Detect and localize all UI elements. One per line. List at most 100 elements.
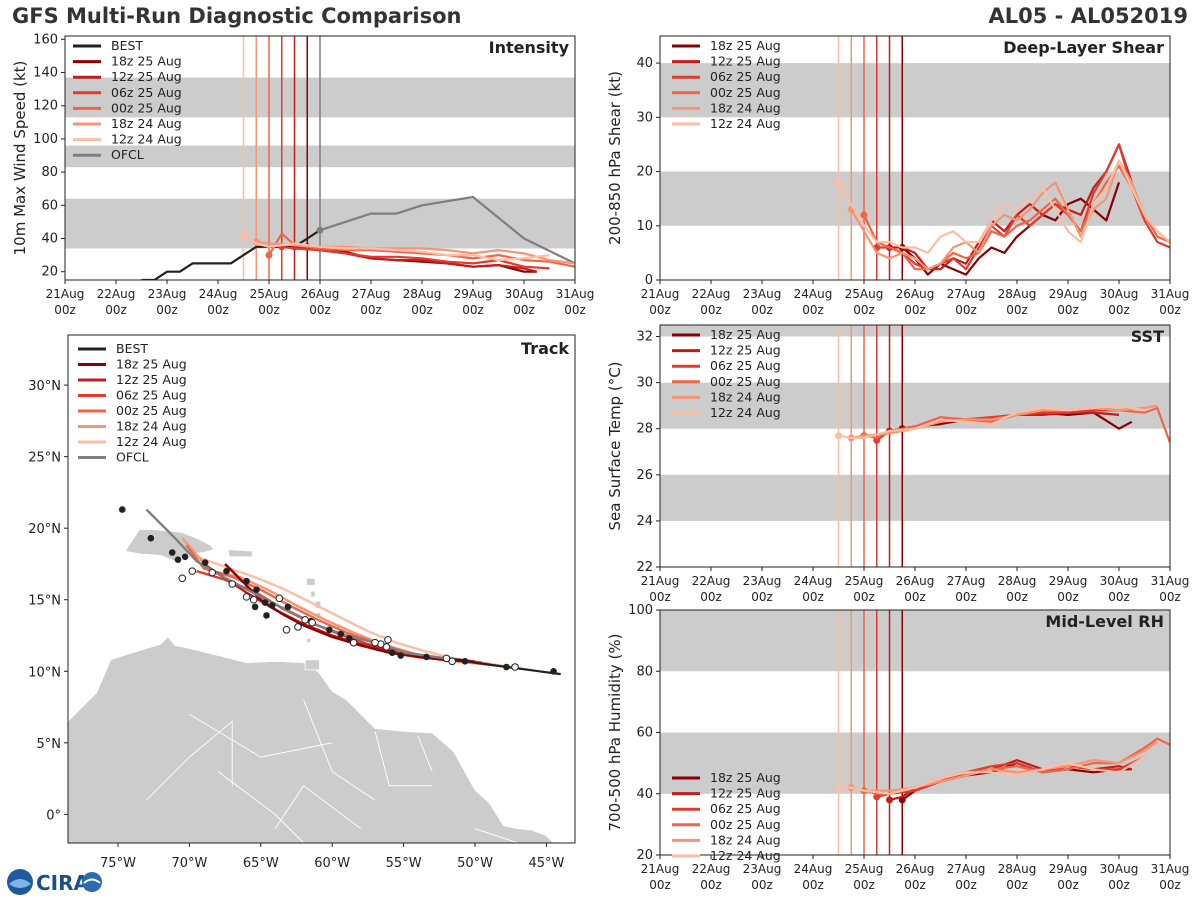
intensity-series-18z-24-aug (256, 240, 575, 265)
shear-xtick-day-4: 25Aug (845, 287, 884, 301)
track-marker-filled-15 (223, 567, 230, 575)
track-marker-open-18 (384, 636, 392, 644)
intensity-title: Intensity (489, 38, 570, 57)
track-xtick-label-4: 55°W (386, 856, 422, 871)
sst-ytick-label-4: 30 (636, 376, 653, 391)
intensity-ytick-label-6: 140 (33, 66, 58, 81)
rh-title: Mid-Level RH (1045, 612, 1164, 631)
intensity-ylabel: 10m Max Wind Speed (kt) (11, 61, 29, 256)
rh-xtick-day-1: 22Aug (692, 862, 731, 876)
track-marker-filled-21 (118, 506, 126, 513)
shear-xtick-hour-3: 00z (802, 303, 824, 317)
shear-xtick-hour-2: 00z (751, 303, 773, 317)
shear-band-0 (660, 171, 1170, 226)
intensity-ytick-label-3: 80 (41, 165, 58, 180)
sst-ytick-label-1: 24 (636, 514, 653, 529)
shear-xtick-day-3: 24Aug (794, 287, 833, 301)
main-title: GFS Multi-Run Diagnostic Comparison (12, 4, 462, 28)
shear-series-00z-25-aug (863, 165, 1170, 271)
sst-xtick-day-8: 29Aug (1049, 574, 1088, 588)
shear-init-point-3 (860, 211, 868, 219)
track-series-ofcl (145, 508, 447, 660)
track-marker-filled-11 (268, 602, 276, 609)
sst-chart: 21Aug 00z 22Aug 00z 23Aug 00z 24Aug 00z 25Aug 00z… (606, 324, 1190, 604)
intensity-xtick-day-2: 23Aug (148, 287, 187, 301)
land-border-1 (189, 713, 333, 758)
track-xtick-label-2: 65°W (243, 856, 279, 871)
rh-xtick-hour-8: 00z (1057, 878, 1079, 892)
sst-xtick-hour-3: 00z (802, 590, 824, 604)
sst-legend-label-3: 00z 25 Aug (710, 374, 781, 389)
track-marker-filled-18 (174, 556, 182, 563)
rh-xtick-day-9: 30Aug (1100, 862, 1139, 876)
storm-id: AL05 - AL052019 (988, 4, 1189, 28)
rh-xtick-day-5: 26Aug (896, 862, 935, 876)
track-marker-open-6 (308, 618, 317, 627)
sst-xtick-hour-1: 00z (700, 590, 722, 604)
sst-band-0 (660, 474, 1170, 521)
rh-init-point-1 (886, 796, 893, 804)
track-legend-label-1: 18z 25 Aug (116, 357, 187, 372)
sst-xtick-hour-5: 00z (904, 590, 926, 604)
intensity-xtick-day-9: 30Aug (505, 287, 544, 301)
land-border-7 (474, 828, 519, 843)
rh-xtick-hour-0: 00z (649, 878, 671, 892)
rh-xtick-day-2: 23Aug (743, 862, 782, 876)
shear-xtick-hour-4: 00z (853, 303, 875, 317)
intensity-ofcl-point (316, 226, 324, 234)
track-marker-filled-16 (201, 559, 209, 566)
sst-plot-group (660, 325, 1170, 567)
shear-ytick-label-2: 20 (636, 165, 653, 180)
intensity-xtick-hour-6: 00z (360, 303, 382, 317)
track-legend-label-4: 00z 25 Aug (116, 403, 187, 418)
rh-ylabel: 700-500 hPa Humidity (%) (606, 633, 624, 831)
rh-init-point-2 (873, 793, 881, 801)
shear-chart: 21Aug 00z 22Aug 00z 23Aug 00z 24Aug 00z 25Aug 00z… (606, 35, 1190, 317)
shear-title: Deep-Layer Shear (1003, 38, 1164, 57)
intensity-init-point-5 (265, 251, 273, 259)
intensity-legend-label-4: 00z 25 Aug (111, 100, 182, 115)
rh-series-12z-24-aug (838, 756, 1146, 795)
intensity-xtick-hour-5: 00z (309, 303, 331, 317)
land-guadeloupe (306, 577, 316, 586)
track-frame (67, 334, 576, 844)
track-marker-open-7 (301, 615, 309, 624)
track-marker-open-15 (188, 567, 197, 575)
rh-series-18z-24-aug (851, 740, 1158, 792)
land-border-4 (417, 735, 433, 772)
track-title: Track (521, 339, 569, 358)
track-marker-open-0 (511, 663, 519, 671)
intensity-xtick-day-3: 24Aug (199, 287, 238, 301)
land-south-america (68, 636, 575, 843)
logo-text: CIRA (36, 871, 90, 895)
intensity-xtick-day-0: 21Aug (46, 287, 85, 301)
shear-plot-group (660, 36, 1170, 280)
track-ytick-label-1: 5°N (37, 737, 62, 752)
sst-xtick-day-4: 25Aug (845, 574, 884, 588)
intensity-init-point-7 (240, 231, 247, 239)
shear-xtick-day-10: 31Aug (1151, 287, 1190, 301)
rh-xtick-hour-3: 00z (802, 878, 824, 892)
shear-xtick-hour-5: 00z (904, 303, 926, 317)
intensity-series-06z-25-aug (281, 245, 550, 270)
sst-xtick-day-0: 21Aug (641, 574, 680, 588)
track-marker-filled-10 (284, 603, 292, 611)
track-legend-label-6: 12z 24 Aug (116, 434, 187, 449)
land-puerto-rico (227, 549, 253, 558)
shear-legend-label-2: 06z 25 Aug (710, 69, 781, 84)
track-legend-label-7: OFCL (116, 450, 149, 465)
shear-legend-label-1: 12z 25 Aug (710, 54, 781, 69)
intensity-legend-label-6: 12z 24 Aug (111, 132, 182, 147)
sst-xtick-day-10: 31Aug (1151, 574, 1190, 588)
track-marker-filled-20 (147, 534, 155, 542)
sst-xtick-day-1: 22Aug (692, 574, 731, 588)
intensity-xtick-day-6: 27Aug (352, 287, 391, 301)
rh-xtick-hour-10: 00z (1159, 878, 1181, 892)
shear-xtick-day-0: 21Aug (641, 287, 680, 301)
shear-xtick-hour-8: 00z (1057, 303, 1079, 317)
track-marker-filled-19 (168, 549, 176, 556)
intensity-xtick-hour-1: 00z (105, 303, 127, 317)
intensity-series-ofcl (319, 195, 575, 265)
sst-xtick-day-9: 30Aug (1100, 574, 1139, 588)
intensity-legend-label-7: OFCL (111, 147, 144, 162)
